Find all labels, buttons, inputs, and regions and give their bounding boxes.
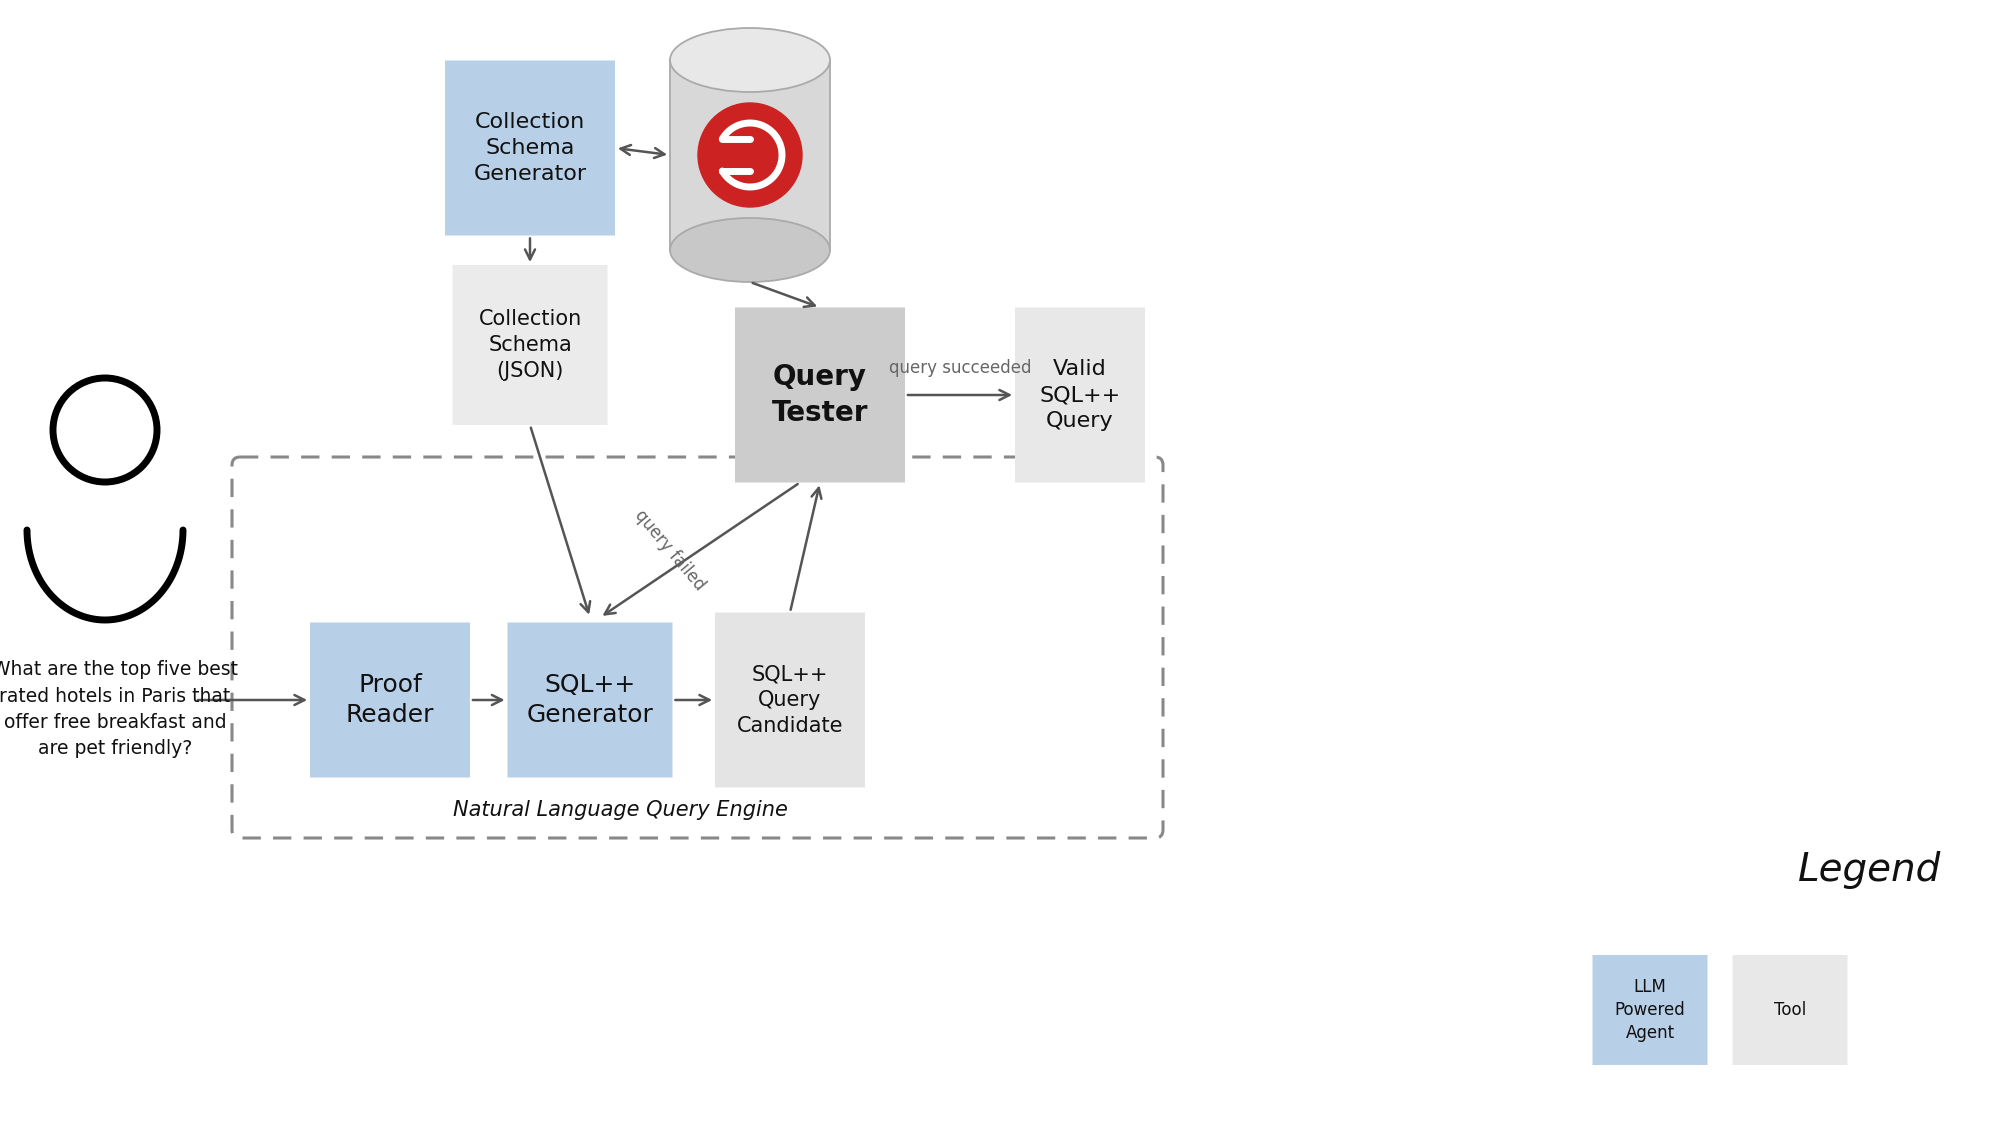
FancyBboxPatch shape	[735, 307, 905, 483]
Text: query failed: query failed	[631, 506, 709, 594]
FancyBboxPatch shape	[715, 612, 865, 787]
Bar	[669, 60, 829, 250]
FancyBboxPatch shape	[452, 266, 607, 425]
FancyBboxPatch shape	[1015, 307, 1145, 483]
FancyBboxPatch shape	[446, 61, 615, 235]
Text: LLM
Powered
Agent: LLM Powered Agent	[1614, 978, 1684, 1042]
Text: Tool: Tool	[1772, 1001, 1806, 1019]
FancyBboxPatch shape	[507, 622, 671, 777]
FancyBboxPatch shape	[1732, 955, 1846, 1065]
Text: Proof
Reader: Proof Reader	[346, 673, 434, 728]
FancyBboxPatch shape	[310, 622, 470, 777]
Text: query succeeded: query succeeded	[889, 359, 1031, 377]
Text: Collection
Schema
(JSON): Collection Schema (JSON)	[478, 309, 581, 380]
Text: Query
Tester: Query Tester	[771, 363, 867, 426]
Text: Collection
Schema
Generator: Collection Schema Generator	[474, 112, 585, 183]
Text: Valid
SQL++
Query: Valid SQL++ Query	[1039, 359, 1121, 431]
Text: Natural Language Query Engine: Natural Language Query Engine	[452, 800, 787, 820]
Text: Legend: Legend	[1798, 850, 1940, 889]
Text: SQL++
Query
Candidate: SQL++ Query Candidate	[737, 665, 843, 736]
Ellipse shape	[669, 218, 829, 282]
Text: What are the top five best
rated hotels in Paris that
offer free breakfast and
a: What are the top five best rated hotels …	[0, 660, 238, 758]
Ellipse shape	[669, 28, 829, 92]
Text: SQL++
Generator: SQL++ Generator	[525, 673, 653, 728]
FancyBboxPatch shape	[1592, 955, 1706, 1065]
Circle shape	[697, 104, 801, 207]
